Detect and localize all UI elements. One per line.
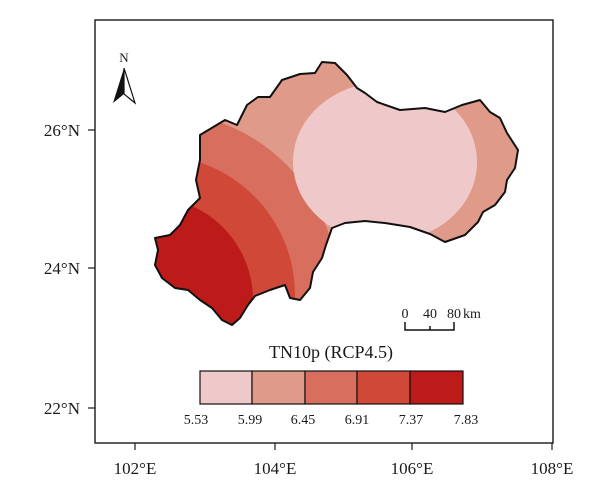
scale-bar: 0 40 80 km <box>402 307 481 331</box>
zone-class-4 <box>155 155 295 325</box>
legend-title: TN10p (RCP4.5) <box>269 342 393 363</box>
legend-swatch-2 <box>251 370 306 405</box>
north-label: N <box>119 50 129 65</box>
y-tick-label: 26°N <box>44 121 80 140</box>
x-tick-label: 108°E <box>531 459 574 478</box>
legend-break-label: 6.91 <box>345 413 370 428</box>
legend-break-label: 5.99 <box>238 413 263 428</box>
legend-break-label: 5.53 <box>184 413 209 428</box>
zone-class-5 <box>155 197 253 325</box>
legend-swatch-4 <box>356 370 411 405</box>
scale-bar-line <box>404 322 455 331</box>
x-axis: 102°E 104°E 106°E 108°E <box>114 443 574 478</box>
legend-swatch-5 <box>409 370 464 405</box>
scale-label: 80 <box>447 307 461 322</box>
legend: TN10p (RCP4.5) 5.53 5.99 6.45 6.91 7.37 … <box>184 342 479 428</box>
scale-label: 0 <box>402 307 409 322</box>
scale-unit: km <box>463 307 481 322</box>
north-arrow-icon <box>113 68 124 103</box>
legend-swatch-3 <box>304 370 358 405</box>
y-tick-label: 24°N <box>44 259 80 278</box>
north-arrow: N <box>113 50 137 105</box>
y-axis: 26°N 24°N 22°N <box>44 121 95 418</box>
legend-break-label: 7.83 <box>454 413 479 428</box>
x-tick-label: 106°E <box>391 459 434 478</box>
scale-label: 40 <box>423 307 437 322</box>
map-frame <box>94 19 554 444</box>
region-outline <box>154 61 519 326</box>
x-tick-label: 104°E <box>254 459 297 478</box>
north-arrow-icon-right <box>123 67 137 105</box>
x-tick-label: 102°E <box>114 459 157 478</box>
legend-break-label: 6.45 <box>291 413 316 428</box>
y-tick-label: 22°N <box>44 399 80 418</box>
zone-class-1-top <box>293 82 477 242</box>
legend-break-label: 7.37 <box>399 413 424 428</box>
legend-swatch-1 <box>199 370 253 405</box>
